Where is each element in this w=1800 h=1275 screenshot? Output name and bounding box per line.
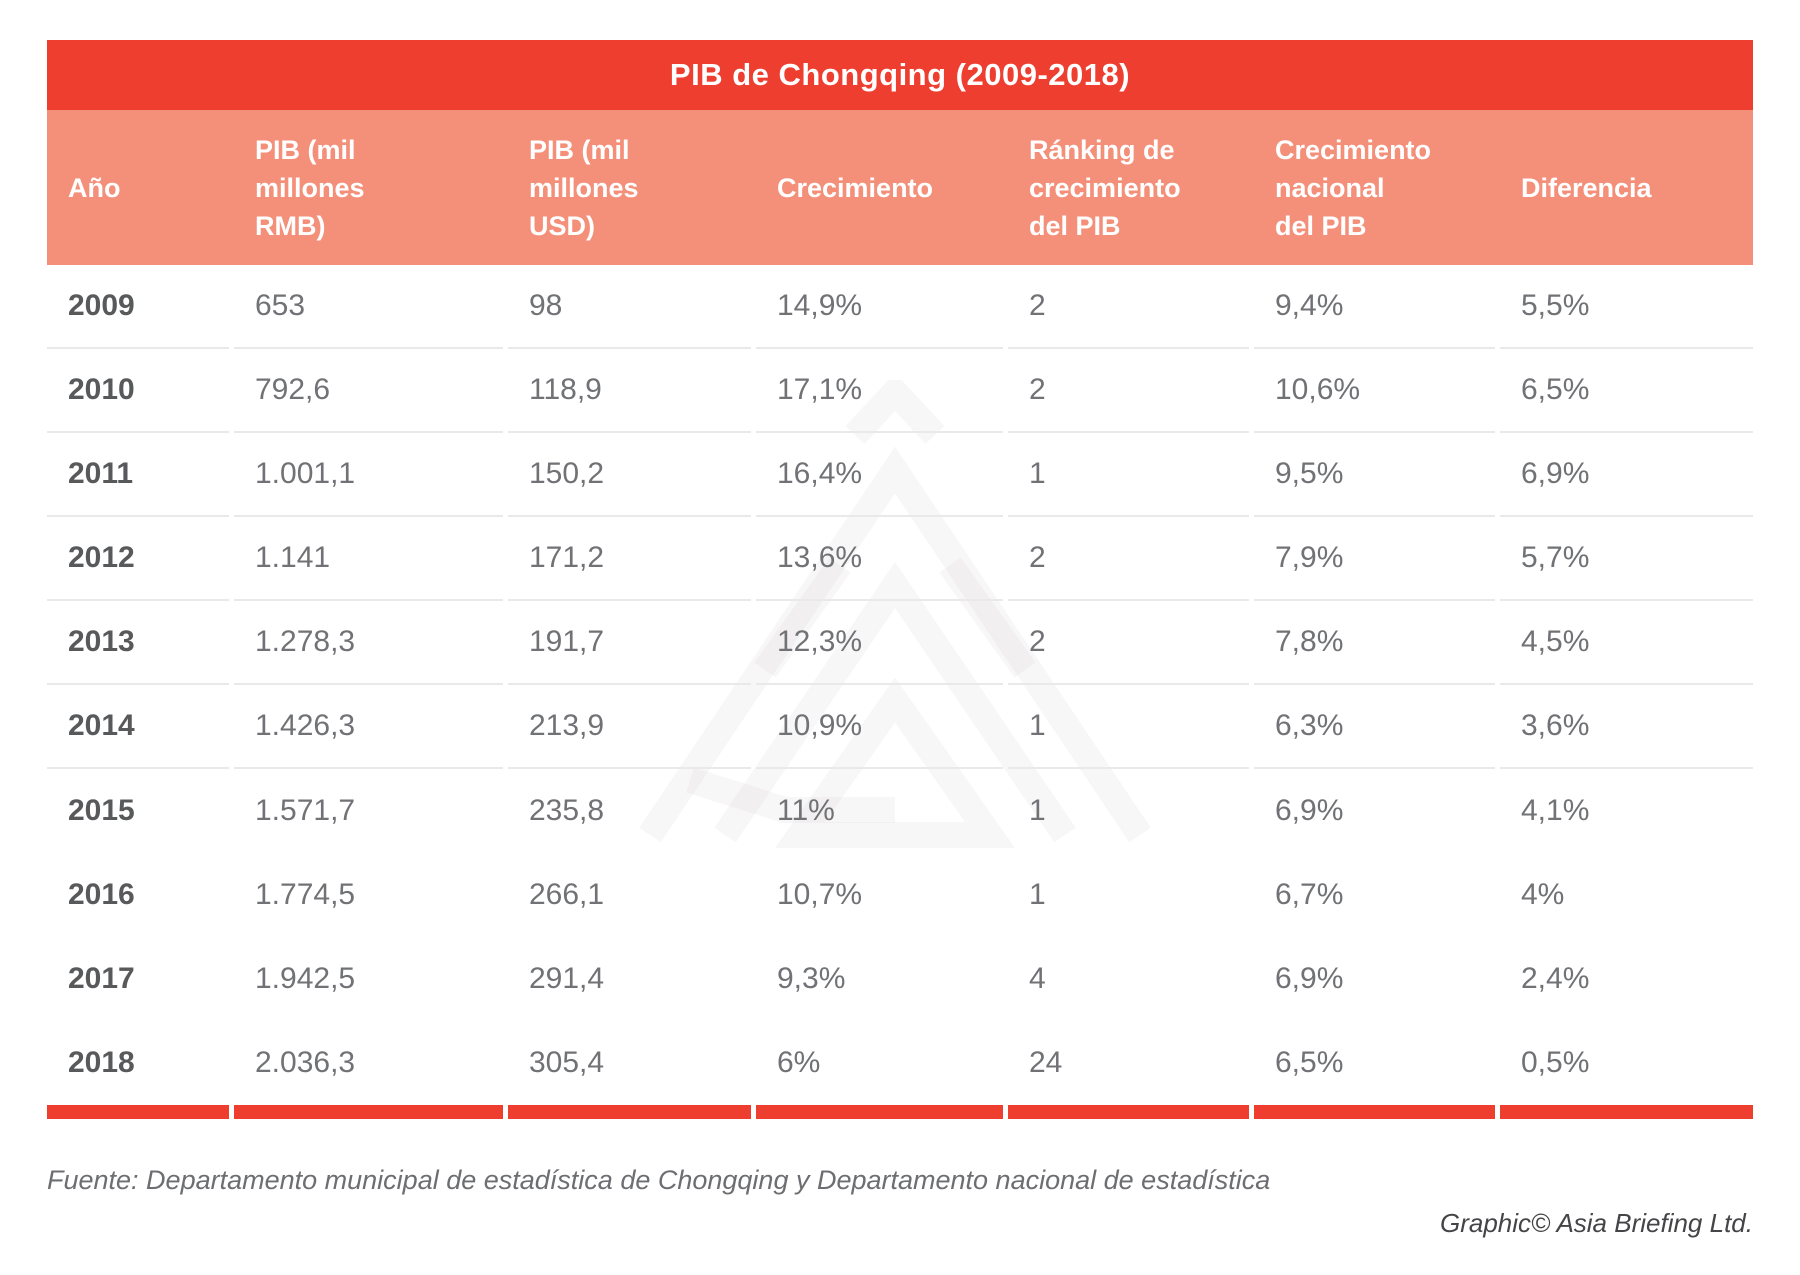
header-cell-gdp-usd: PIB (mil millones USD): [529, 134, 639, 241]
value-cell: 6,9%: [1500, 433, 1753, 517]
header-cell-growth: Crecimiento: [777, 172, 934, 203]
year-cell: 2016: [68, 878, 135, 911]
value-cell: 6,9%: [1275, 962, 1344, 995]
table-title: PIB de Chongqing (2009-2018): [669, 57, 1131, 92]
value-cell: 13,6%: [756, 517, 1003, 601]
year-cell: 2015: [68, 794, 135, 827]
value-cell: 98: [508, 265, 751, 349]
value-cell: 1.774,5: [255, 878, 356, 911]
source-note: Fuente: Departamento municipal de estadí…: [47, 1165, 1271, 1195]
value-cell: 7,9%: [1254, 517, 1495, 601]
value-cell: 9,5%: [1254, 433, 1495, 517]
year-cell: 2010: [47, 349, 229, 433]
year-cell: 2013: [47, 601, 229, 685]
table-body: 2009 653 98 14,9% 2 9,4% 5,5% 2010 792,6 118,9 17,…: [47, 265, 1753, 1119]
year-cell: 2012: [47, 517, 229, 601]
value-cell: 191,7: [508, 601, 751, 685]
value-cell: 171,2: [508, 517, 751, 601]
value-cell: 12,3%: [756, 601, 1003, 685]
value-cell: 1.141: [234, 517, 503, 601]
value-cell: 305,4: [508, 1021, 751, 1119]
value-cell: 6%: [756, 1021, 1003, 1119]
value-cell: 653: [234, 265, 503, 349]
value-cell: 1.426,3: [234, 685, 503, 769]
value-cell: 4: [1029, 962, 1046, 995]
table-header-row: Año PIB (mil millones RMB) PIB (mil mill…: [47, 110, 1753, 265]
table-row: 2015 1.571,7 235,8 11% 1 6,9% 4,1%: [47, 769, 1753, 853]
value-cell: 6,9%: [1275, 794, 1344, 827]
value-cell: 1: [1008, 685, 1249, 769]
value-cell: 14,9%: [756, 265, 1003, 349]
value-cell: 3,6%: [1500, 685, 1753, 769]
header-cell-national-growth: Crecimiento nacional del PIB: [1275, 134, 1432, 241]
value-cell: 24: [1008, 1021, 1249, 1119]
year-cell: 2018: [47, 1021, 229, 1119]
header-cell-growth-ranking: Ránking de crecimiento del PIB: [1029, 134, 1181, 241]
value-cell: 1: [1029, 794, 1046, 827]
value-cell: 11%: [777, 794, 835, 827]
value-cell: 1: [1029, 878, 1046, 911]
table-row: 2013 1.278,3 191,7 12,3% 2 7,8% 4,5%: [47, 601, 1753, 685]
value-cell: 235,8: [529, 794, 605, 827]
value-cell: 5,7%: [1500, 517, 1753, 601]
credit-note: Graphic© Asia Briefing Ltd.: [1439, 1208, 1753, 1238]
value-cell: 2: [1008, 601, 1249, 685]
table-title-bar: PIB de Chongqing (2009-2018): [47, 40, 1753, 110]
table-row: 2010 792,6 118,9 17,1% 2 10,6% 6,5%: [47, 349, 1753, 433]
value-cell: 6,5%: [1500, 349, 1753, 433]
value-cell: 2: [1008, 265, 1249, 349]
table-row: 2012 1.141 171,2 13,6% 2 7,9% 5,7%: [47, 517, 1753, 601]
year-cell: 2011: [47, 433, 229, 517]
value-cell: 7,8%: [1254, 601, 1495, 685]
value-cell: 1.001,1: [234, 433, 503, 517]
header-cell-year: Año: [68, 172, 121, 203]
value-cell: 1: [1008, 433, 1249, 517]
value-cell: 16,4%: [756, 433, 1003, 517]
value-cell: 10,7%: [777, 878, 863, 911]
value-cell: 291,4: [529, 962, 605, 995]
table-row: 2011 1.001,1 150,2 16,4% 1 9,5% 6,9%: [47, 433, 1753, 517]
table-row: 2009 653 98 14,9% 2 9,4% 5,5%: [47, 265, 1753, 349]
value-cell: 213,9: [508, 685, 751, 769]
value-cell: 6,3%: [1254, 685, 1495, 769]
value-cell: 2.036,3: [234, 1021, 503, 1119]
year-cell: 2009: [47, 265, 229, 349]
year-cell: 2017: [68, 962, 135, 995]
value-cell: 10,9%: [756, 685, 1003, 769]
value-cell: 118,9: [508, 349, 751, 433]
value-cell: 266,1: [529, 878, 605, 911]
value-cell: 1.942,5: [255, 962, 356, 995]
header-cell-difference: Diferencia: [1521, 172, 1652, 203]
value-cell: 6,5%: [1254, 1021, 1495, 1119]
value-cell: 17,1%: [756, 349, 1003, 433]
table-row: 2017 1.942,5 291,4 9,3% 4 6,9% 2,4%: [47, 937, 1753, 1021]
table-row: 2014 1.426,3 213,9 10,9% 1 6,3% 3,6%: [47, 685, 1753, 769]
value-cell: 1.278,3: [234, 601, 503, 685]
value-cell: 2: [1008, 517, 1249, 601]
value-cell: 9,4%: [1254, 265, 1495, 349]
value-cell: 4%: [1521, 878, 1565, 911]
value-cell: 10,6%: [1254, 349, 1495, 433]
value-cell: 4,1%: [1521, 794, 1590, 827]
value-cell: 0,5%: [1500, 1021, 1753, 1119]
table-row: 2018 2.036,3 305,4 6% 24 6,5% 0,5%: [47, 1021, 1753, 1119]
value-cell: 1.571,7: [255, 794, 356, 827]
value-cell: 2: [1008, 349, 1249, 433]
year-cell: 2014: [47, 685, 229, 769]
value-cell: 2,4%: [1521, 962, 1590, 995]
value-cell: 150,2: [508, 433, 751, 517]
value-cell: 9,3%: [777, 962, 846, 995]
header-cell-gdp-rmb: PIB (mil millones RMB): [255, 134, 365, 241]
value-cell: 6,7%: [1275, 878, 1344, 911]
value-cell: 5,5%: [1500, 265, 1753, 349]
value-cell: 4,5%: [1500, 601, 1753, 685]
gdp-table: PIB de Chongqing (2009-2018) Año PIB (mi…: [47, 40, 1753, 1239]
value-cell: 792,6: [234, 349, 503, 433]
table-row: 2016 1.774,5 266,1 10,7% 1 6,7% 4%: [47, 853, 1753, 937]
